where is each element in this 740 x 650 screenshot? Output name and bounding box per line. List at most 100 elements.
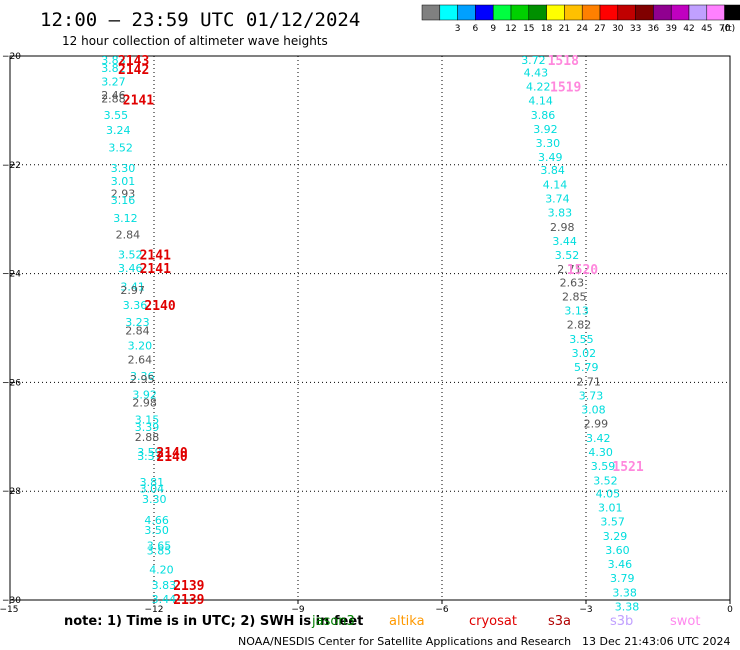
wave-height-label: 3.59 <box>137 446 162 459</box>
wave-height-label: 3.52 <box>555 249 580 262</box>
y-tick-label: −22 <box>2 161 21 171</box>
revolution-label: 2141 <box>140 262 171 277</box>
legend-bin-label: 33 <box>630 24 641 34</box>
wave-height-label: 3.30 <box>536 137 561 150</box>
wave-height-label: 3.36 <box>123 299 148 312</box>
wave-height-label: 2.99 <box>584 418 609 431</box>
axis-ticks: −15 −12 −9 −6 −3 0−20−22−24−26−28−30 <box>0 52 733 615</box>
wave-height-label: 2.64 <box>128 354 153 367</box>
legend-swatch <box>510 4 530 21</box>
legend-bin-label: 15 <box>523 24 534 34</box>
wave-height-label: 3.49 <box>538 151 563 164</box>
wave-height-label: 3.29 <box>603 530 628 543</box>
wave-height-label: 2.88 <box>135 431 160 444</box>
wave-height-label: 3.72 <box>521 54 546 67</box>
wave-height-label: 2.63 <box>560 276 585 289</box>
wave-height-label: 4.22 <box>526 80 551 93</box>
wave-height-label: 3.57 <box>600 516 625 529</box>
wave-height-label: 3.39 <box>135 421 160 434</box>
y-tick-label: −26 <box>2 378 21 388</box>
wave-height-label: 3.08 <box>581 404 606 417</box>
y-tick-label: −20 <box>2 52 21 62</box>
wave-height-label: 4.43 <box>524 66 549 79</box>
wave-height-label: 3.82 <box>101 62 126 75</box>
wave-height-label: 3.24 <box>106 124 131 137</box>
legend-swatch <box>724 4 740 21</box>
legend-swatch <box>653 4 672 21</box>
legend-bin-label: 27 <box>594 24 605 34</box>
legend-bin-label: 70 <box>719 24 731 34</box>
plot-frame <box>9 55 731 601</box>
legend-bin-label: 45 <box>701 24 712 34</box>
wave-height-label: 4.20 <box>149 564 174 577</box>
revolution-label: 2139 <box>173 593 204 608</box>
wave-height-label: 3.74 <box>545 193 570 206</box>
x-tick-label: −9 <box>291 605 305 615</box>
wave-height-label: 3.50 <box>144 524 169 537</box>
chart-title: 12:00 — 23:59 UTC 01/12/2024 <box>40 9 360 31</box>
wave-height-label: 3.46 <box>608 558 633 571</box>
satellite-cryosat: cryosat <box>469 614 517 629</box>
wave-height-label: 3.85 <box>147 544 172 557</box>
wave-height-label: 3.84 <box>540 164 565 177</box>
wave-height-label: 4.05 <box>596 487 621 500</box>
wave-height-label: 3.52 <box>108 141 132 154</box>
wave-height-label: 2.84 <box>116 228 141 241</box>
wave-height-label: 3.92 <box>533 123 558 136</box>
wave-height-label: 3.60 <box>605 544 630 557</box>
x-tick-label: −15 <box>0 605 19 615</box>
wave-height-label: 2.46 <box>101 89 126 102</box>
wave-height-label: 3.86 <box>531 109 556 122</box>
legend-bin-label: 39 <box>665 24 677 34</box>
legend-bin-label: 30 <box>612 24 624 34</box>
credit-line: NOAA/NESDIS Center for Satellite Applica… <box>238 635 571 648</box>
legend-bin-label: 12 <box>505 24 516 34</box>
wave-height-label: 3.30 <box>111 162 136 175</box>
wave-height-label: 3.15 <box>135 413 160 426</box>
revolution-label: 1521 <box>612 460 643 475</box>
wave-height-label: 4.66 <box>144 514 169 527</box>
wave-height-label: 2.84 <box>125 325 150 338</box>
wave-height-label: 3.20 <box>128 339 153 352</box>
legend-bin-label: 24 <box>576 24 588 34</box>
satellite-altika: altika <box>389 614 425 629</box>
legend-swatch <box>706 4 725 21</box>
wave-height-label: 3.55 <box>104 109 129 122</box>
revolution-label: 1519 <box>550 80 581 95</box>
wave-height-label: 3.41 <box>120 281 144 294</box>
wave-height-label: 5.79 <box>574 361 599 374</box>
legend-bin-label: 21 <box>559 24 570 34</box>
wave-height-label: 3.46 <box>118 262 143 275</box>
wave-height-label: 3.83 <box>101 54 126 67</box>
legend-swatch <box>617 4 636 21</box>
wave-height-label: 2.88 <box>101 92 126 105</box>
legend-swatch <box>688 4 708 21</box>
wave-height-label: 3.81 <box>140 476 165 489</box>
legend-swatch <box>528 4 547 21</box>
legend-bin-label: 36 <box>648 24 660 34</box>
wave-height-label: 3.01 <box>111 175 136 188</box>
y-tick-label: −28 <box>2 487 21 497</box>
satellite-legend: jason3 altika cryosat s3a s3b swot <box>311 614 700 629</box>
legend-swatch <box>564 4 583 21</box>
wave-height-label: 3.55 <box>569 333 594 346</box>
revolution-label: 1518 <box>548 54 579 69</box>
legend-swatch <box>475 4 494 21</box>
legend-bin-label: 6 <box>473 24 479 34</box>
wave-height-label: 4.14 <box>528 95 553 108</box>
legend-swatch <box>457 4 476 21</box>
wave-height-label: 3.38 <box>612 586 637 599</box>
wave-height-label: 3.23 <box>125 316 150 329</box>
revolution-label: 2140 <box>144 299 175 314</box>
chart-subtitle: 12 hour collection of altimeter wave hei… <box>62 34 328 48</box>
wave-height-label: 3.52 <box>593 474 618 487</box>
wave-height-label: 2.82 <box>567 319 592 332</box>
legend-swatch <box>546 4 565 21</box>
revolution-label: 2142 <box>118 63 149 78</box>
color-legend: 3 6 9 12 15 18 21 24 27 30 33 36 39 42 45 70(ft) <box>421 4 740 34</box>
wave-height-label: 3.59 <box>591 460 616 473</box>
legend-unit: (ft) <box>722 24 736 34</box>
satellite-swot: swot <box>670 614 700 629</box>
